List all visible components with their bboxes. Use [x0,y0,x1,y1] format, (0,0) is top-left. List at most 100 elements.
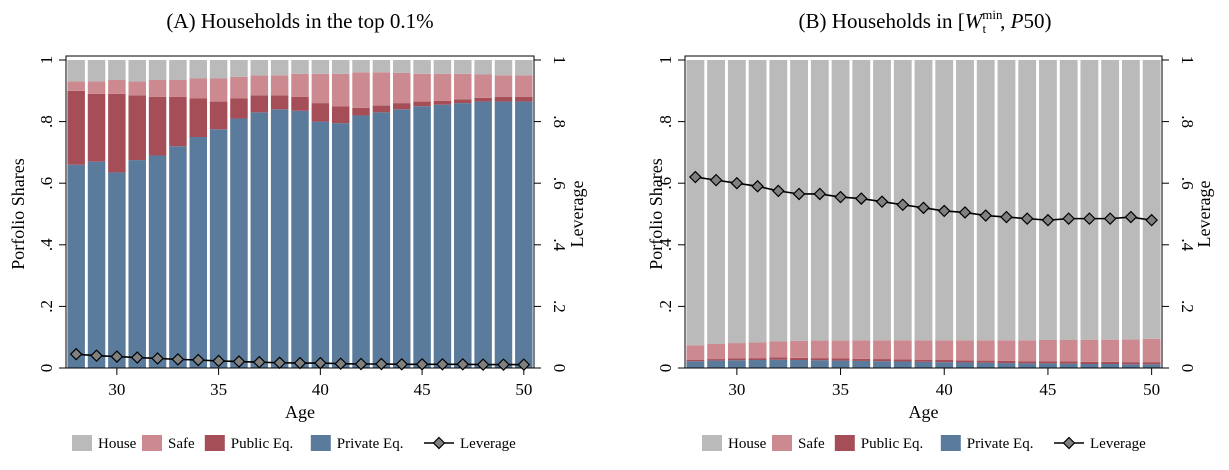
bar-house-47 [1080,60,1099,340]
y-tick-label: .6 [37,177,56,190]
y-right-tick-label: 0 [550,364,569,373]
bar-safe-41 [331,73,350,107]
bar-safe-37 [250,75,269,96]
bar-private-eq-35 [831,360,850,368]
title-sup: min [982,7,1003,22]
bar-public-eq-31 [128,95,146,161]
leverage-point-34 [191,353,205,367]
bar-public-eq-43 [372,105,391,113]
bar-house-33 [790,60,808,341]
leverage-point-29 [709,173,723,187]
bar-safe-37 [873,340,891,360]
bar-house-45 [413,60,431,74]
bar-private-eq-49 [494,101,513,368]
chart-title: (A) Households in the top 0.1% [166,9,433,33]
leverage-point-32 [151,352,164,365]
y-right-tick-label: .6 [550,177,569,190]
y-axis-label: Porfolio Shares [646,158,666,270]
title-text: Households in the top 0.1% [196,9,434,33]
bar-public-eq-47 [454,99,472,104]
bar-public-eq-36 [852,358,871,361]
bar-private-eq-39 [291,110,309,368]
legend-swatch [310,435,331,451]
legend: House Safe Public Eq. Private Eq. Leverage [72,435,516,452]
bar-private-eq-28 [686,361,705,368]
bar-house-30 [727,60,746,344]
bar-safe-29 [87,81,106,94]
bar-house-49 [1121,60,1140,340]
bar-public-eq-45 [1039,361,1057,364]
bar-public-eq-38 [270,95,289,110]
bar-safe-30 [108,80,126,94]
x-tick-label: 40 [312,380,329,399]
leverage-point-31 [130,351,144,364]
leverage-point-41 [958,206,972,219]
bar-public-eq-32 [769,357,788,360]
bar-private-eq-32 [148,155,167,368]
bar-safe-46 [433,73,452,101]
bar-house-47 [454,60,472,74]
bar-safe-48 [1101,339,1120,362]
leverage-point-49 [497,358,510,371]
bar-safe-38 [893,340,912,360]
bar-private-eq-39 [914,361,933,368]
bar-house-44 [1018,60,1037,341]
bar-public-eq-35 [209,101,228,130]
leverage-point-34 [813,187,827,201]
bar-public-eq-49 [1121,362,1140,365]
y-right-tick-label: .8 [1178,115,1197,128]
y-right-tick-label: .4 [550,238,569,251]
bar-private-eq-47 [454,103,472,369]
y-right-tick-label: 1 [1178,56,1197,65]
leverage-point-42 [979,209,993,222]
y-tick-label: .2 [37,300,56,313]
bar-public-eq-42 [352,107,370,116]
title-bracket: [ [958,9,965,33]
y-right-tick-label: .2 [550,300,569,313]
title-prefix: (B) [799,9,827,33]
bar-house-43 [372,60,391,73]
bar-safe-34 [810,340,829,359]
bar-house-33 [169,60,187,81]
bar-private-eq-33 [790,359,808,368]
leverage-point-44 [395,357,409,371]
legend-diamond [1062,436,1076,450]
legend-label: Safe [168,436,195,452]
y-tick-label: .8 [37,115,56,128]
bar-public-eq-37 [250,95,269,113]
bar-public-eq-36 [230,98,248,119]
leverage-point-44 [1020,212,1034,225]
bar-house-48 [1101,60,1120,340]
bar-house-31 [128,60,146,82]
leverage-point-31 [751,179,764,193]
bar-safe-43 [372,72,391,106]
leverage-point-47 [1083,212,1096,225]
legend: House Safe Public Eq. Private Eq. Leverage [702,435,1146,452]
bar-safe-34 [189,78,208,99]
y-tick-label: 1 [37,56,56,65]
bar-private-eq-42 [976,362,995,368]
bar-public-eq-32 [148,96,167,156]
leverage-point-38 [273,356,287,370]
bar-public-eq-28 [686,359,705,362]
bar-safe-50 [1142,338,1161,363]
title-sub: t [983,21,987,36]
legend-swatch [834,435,855,451]
legend-label: Private Eq. [967,436,1034,452]
y-tick-label: 1 [656,56,675,65]
bar-private-eq-40 [935,362,954,368]
bar-private-eq-29 [87,161,106,368]
bar-house-30 [108,60,126,81]
bar-public-eq-50 [1142,362,1161,365]
x-tick-label: 40 [936,380,953,399]
legend-label: Safe [798,436,825,452]
bar-house-32 [769,60,788,342]
bar-safe-31 [128,81,146,96]
bar-public-eq-37 [873,359,891,362]
y-right-tick-label: .2 [1178,300,1197,313]
bar-safe-32 [769,341,788,358]
bar-private-eq-34 [810,360,829,368]
bar-public-eq-45 [413,101,431,107]
bar-safe-42 [352,72,370,108]
bar-private-eq-34 [189,137,208,368]
